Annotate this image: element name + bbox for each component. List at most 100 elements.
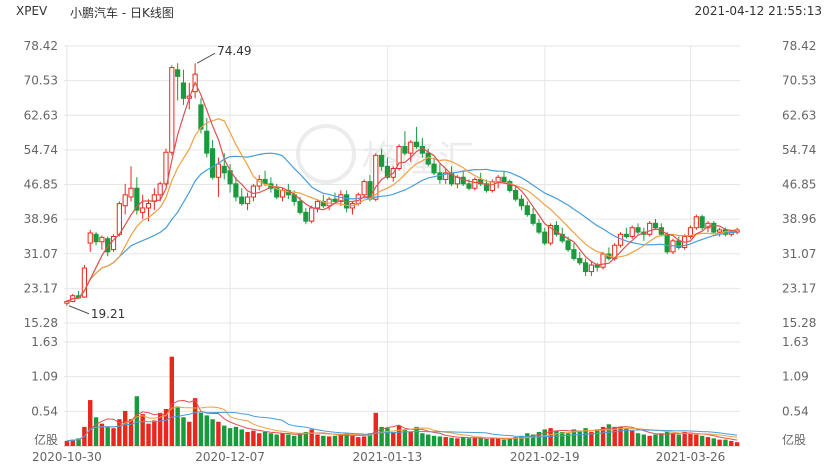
volume-bar [332,435,338,446]
volume-bar [437,436,443,446]
volume-ma10-line [66,406,738,442]
volume-bar [606,424,612,446]
volume-bar [76,438,81,446]
price-tick-left: 15.28 [24,316,58,330]
volume-bar [705,437,711,446]
price-tick-left: 23.17 [24,281,58,295]
volume-bar [175,406,180,446]
candle-body [635,227,641,233]
volume-bar [169,356,175,446]
candle-body [571,249,577,259]
volume-bar [472,437,478,446]
volume-bar [99,423,105,446]
volume-bar [356,437,361,446]
volume-bar [134,396,140,446]
candle-body [221,165,227,174]
candle-body [577,257,583,264]
candle-body [402,146,408,154]
volume-bar [694,434,699,446]
price-tick-right: 23.17 [782,281,816,295]
candle-body [122,194,128,207]
volume-bar [187,421,192,446]
volume-bar [536,431,542,446]
candle-body [361,181,367,196]
candle-body [105,238,111,253]
volume-bar [326,436,332,446]
candle-body [204,130,210,154]
volume-bar [414,426,419,446]
volume-ma20-line [66,411,738,442]
candle-body [687,227,694,237]
volume-bar [280,433,285,446]
volume-bar [268,433,274,446]
volume-bar [88,400,93,446]
volume-bar [262,431,268,446]
volume-bar [466,438,472,446]
ma20-line [66,152,738,302]
candle-body [693,216,699,229]
volume-bar [664,431,670,446]
volume-bar [309,429,314,446]
volume-bar [530,434,536,446]
volume-bar [361,436,367,446]
candle-body [542,231,548,244]
candle-body [250,185,256,198]
candle-body [215,163,222,178]
volume-bar [257,433,262,446]
volume-tick-left: 亿股 [34,432,58,447]
volume-bar [391,431,396,446]
candle-body [87,232,93,244]
volume-bar [420,433,425,446]
price-tick-left: 62.63 [24,108,58,122]
volume-bar [402,429,408,446]
volume-bar [227,428,233,446]
volume-bar [717,439,722,446]
candle-body [169,67,175,153]
price-tick-right: 46.85 [782,178,816,192]
price-tick-right: 62.63 [782,108,816,122]
candle-body [134,187,140,211]
candle-body [140,207,146,213]
candle-body [145,203,152,209]
candle-body [629,227,635,237]
volume-bar [624,428,629,446]
candle-body [582,262,589,273]
volume-bar [379,426,384,446]
volume-bar [204,415,209,446]
candle-body [81,267,87,298]
volume-tick-left: 1.63 [31,335,58,349]
volume-bar [595,429,600,446]
volume-bar [344,433,349,446]
candle-body [664,233,670,253]
price-tick-right: 54.74 [782,143,816,157]
watermark-ring-icon [296,124,356,184]
candle-body [233,183,239,198]
volume-bar [507,438,513,446]
price-tick-right: 31.07 [782,247,816,261]
candle-body [210,148,216,178]
candle-body [128,187,134,198]
date-label: 2021-01-13 [353,450,423,464]
price-tick-left: 54.74 [24,143,58,157]
volume-bar [396,425,402,446]
volume-bar [589,431,594,446]
volume-bar [157,412,163,446]
volume-tick-right: 1.63 [782,335,809,349]
candle-body [507,181,513,191]
volume-bar [571,429,577,446]
volume-bar [548,428,553,446]
price-tick-right: 70.53 [782,74,816,88]
volume-bar [647,435,652,446]
volume-bar [484,438,489,446]
candle-body [530,214,536,224]
volume-bar [315,434,320,446]
candle-body [157,183,163,196]
volume-bar [303,431,309,446]
candle-body [501,176,507,183]
volume-bar [239,429,244,446]
volume-bar [688,433,693,446]
volume-bar [251,430,256,446]
candle-body [483,183,490,191]
candle-body [297,200,303,213]
